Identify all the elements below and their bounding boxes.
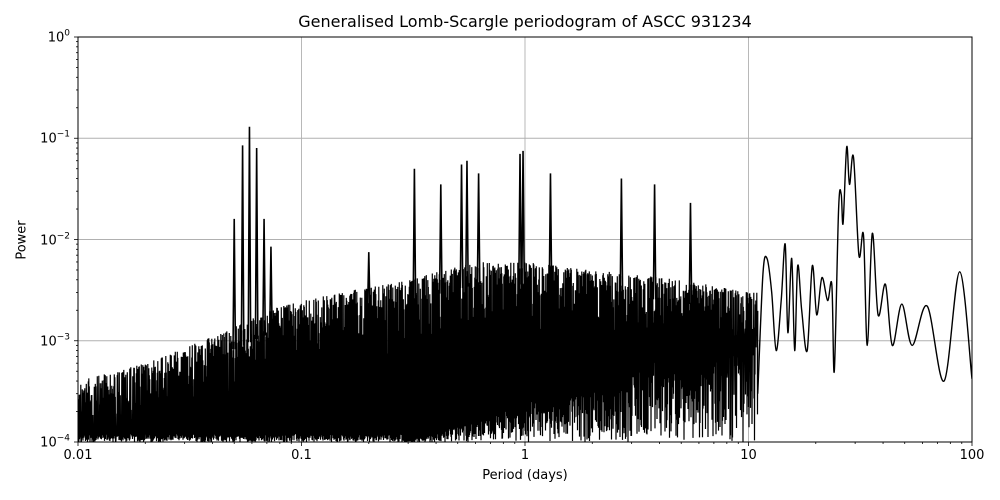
x-tick-label: 0.1 (291, 448, 312, 463)
y-tick-label: 10−3 (40, 332, 70, 350)
x-tick-label: 0.01 (63, 448, 93, 463)
periodogram-line (78, 126, 972, 442)
y-tick-label: 100 (47, 28, 70, 46)
x-tick-label: 100 (959, 448, 985, 463)
x-tick-label: 1 (520, 448, 530, 463)
x-tick-label: 10 (740, 448, 757, 463)
y-axis-label: Power (14, 220, 30, 260)
y-tick-label: 10−4 (40, 433, 70, 451)
chart-title: Generalised Lomb-Scargle periodogram of … (298, 12, 752, 31)
axes-frame (74, 36, 973, 446)
y-tick-label: 10−1 (40, 129, 70, 147)
x-axis-label: Period (days) (482, 468, 568, 483)
y-tick-label: 10−2 (40, 231, 70, 249)
